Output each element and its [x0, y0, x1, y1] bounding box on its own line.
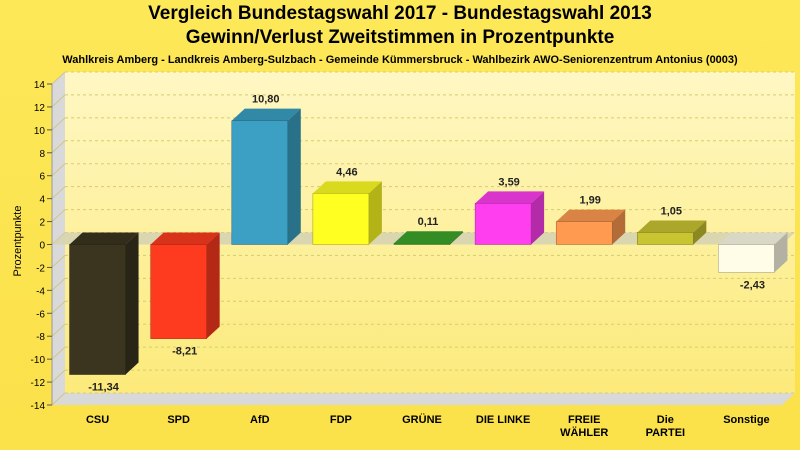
data-label: -2,43	[740, 279, 765, 291]
bar-side	[450, 231, 463, 245]
grid-side-line	[51, 300, 66, 314]
x-tick-label: GRÜNE	[402, 413, 442, 426]
bar-fdp: 4,46	[312, 166, 382, 245]
bar-top	[150, 232, 220, 245]
y-tick-label: -10	[31, 355, 46, 366]
grid-side-line	[51, 186, 66, 200]
bar-side	[531, 191, 545, 245]
bar-top	[394, 231, 463, 244]
grid-side-line	[51, 71, 66, 85]
bar-afd: 10,80	[231, 94, 301, 245]
data-label: 3,59	[498, 176, 519, 188]
chart-subtitle: Wahlkreis Amberg - Landkreis Amberg-Sulz…	[62, 54, 738, 66]
bar-front	[312, 193, 370, 245]
x-tick-label: CSU	[86, 414, 109, 426]
bar-front	[474, 203, 532, 245]
bar-side	[693, 220, 707, 245]
bar-side	[612, 209, 626, 245]
data-label: 1,05	[661, 205, 682, 217]
grid-side-line	[51, 346, 66, 360]
y-tick-label: -12	[31, 378, 46, 389]
x-tick-label: AfD	[250, 414, 270, 426]
bar-top	[231, 108, 301, 121]
y-tick-label: 8	[39, 149, 45, 160]
bar-die-linke: 3,59	[474, 176, 545, 245]
y-tick-label: 14	[34, 80, 46, 91]
grid-side-line	[51, 369, 66, 383]
chart-title-2: Gewinn/Verlust Zweitstimmen in Prozentpu…	[185, 27, 615, 48]
grid-side-line	[51, 209, 66, 222]
x-tick-label: PARTEI	[646, 427, 686, 439]
y-tick-label: -14	[31, 401, 46, 412]
data-label: -8,21	[172, 346, 197, 358]
bar-top	[556, 209, 626, 222]
bar-side	[125, 232, 139, 375]
x-tick-label: Sonstige	[723, 414, 769, 426]
y-axis-label: Prozentpunkte	[12, 206, 24, 277]
bar-side	[774, 232, 788, 273]
chart-title: Vergleich Bundestagswahl 2017 - Bundesta…	[148, 3, 652, 24]
grid-side-line	[51, 163, 66, 177]
bar-front	[393, 242, 451, 245]
y-tick-label: -6	[36, 309, 45, 320]
bar-top	[718, 232, 788, 245]
grid-side-line	[51, 255, 66, 268]
grid-side-line	[51, 140, 66, 154]
bar-side	[368, 181, 382, 245]
grid-side-line	[51, 277, 66, 291]
y-tick-label: 6	[39, 172, 45, 183]
bar-front	[231, 120, 289, 245]
data-label: 4,46	[336, 166, 357, 178]
bar-spd: -8,21	[150, 232, 220, 358]
grid-side-line	[51, 117, 66, 131]
bar-front	[150, 244, 207, 339]
bar-top	[637, 220, 707, 233]
bar-front	[555, 221, 613, 245]
data-label: 1,99	[580, 195, 601, 207]
x-tick-label: Die	[657, 414, 674, 426]
bar-top	[69, 232, 139, 245]
x-tick-label: SPD	[167, 414, 190, 426]
bar-side	[287, 108, 301, 245]
y-tick-label: 0	[39, 241, 45, 252]
bar-grüne: 0,11	[393, 216, 463, 245]
data-label: -11,34	[88, 382, 119, 394]
bar-die-partei: 1,05	[637, 205, 707, 245]
bar-front	[69, 244, 126, 375]
y-tick-label: 4	[39, 195, 45, 206]
bar-freie-wähler: 1,99	[555, 195, 626, 245]
data-label: 0,11	[418, 216, 439, 228]
y-tick-label: -4	[36, 286, 45, 297]
bar-top	[312, 181, 382, 194]
bar-side	[206, 232, 220, 339]
x-tick-label: FREIE	[568, 414, 600, 426]
x-tick-label: DIE LINKE	[476, 414, 530, 426]
y-tick-label: 10	[34, 126, 46, 137]
data-label: 10,80	[252, 94, 280, 106]
y-tick-label: -2	[36, 263, 45, 274]
y-tick-label: -8	[36, 332, 45, 343]
x-tick-label: WÄHLER	[560, 426, 608, 439]
x-tick-label: FDP	[330, 414, 352, 426]
bar-csu: -11,34	[69, 232, 139, 394]
bar-front	[718, 244, 775, 273]
grid-side-line	[51, 94, 66, 108]
y-tick-label: 2	[39, 218, 45, 229]
grid-side-line	[51, 392, 66, 406]
grid-side-line	[51, 323, 66, 337]
bar-top	[475, 191, 545, 204]
y-tick-label: 12	[34, 103, 46, 114]
bar-sonstige: -2,43	[718, 232, 788, 291]
bar-front	[637, 232, 694, 245]
floor	[52, 393, 795, 405]
